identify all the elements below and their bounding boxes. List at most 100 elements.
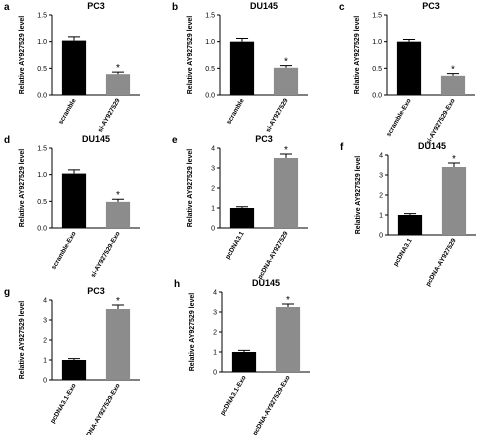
- y-tick-label: 4: [211, 146, 215, 153]
- bar: [61, 360, 87, 380]
- y-tick-label: 1: [213, 350, 217, 357]
- chart-title: PC3: [87, 286, 105, 296]
- x-tick-label: pcDNA3.1-Exo: [49, 382, 77, 424]
- y-axis-label: Relative AY927529 level: [19, 301, 26, 380]
- bar: [397, 215, 423, 235]
- y-tick-label: 0: [379, 233, 383, 240]
- y-tick-label: 1.0: [37, 39, 47, 46]
- x-tick-label: si-AY927529-Exo: [425, 97, 457, 145]
- y-tick-label: 1.5: [37, 13, 47, 20]
- bar: [229, 208, 255, 228]
- y-tick-label: 3: [379, 173, 383, 180]
- y-tick-label: 0.5: [372, 66, 382, 73]
- y-axis-label: Relative AY927529 level: [187, 149, 194, 228]
- bar: [229, 41, 255, 95]
- significance-label: *: [284, 57, 288, 68]
- y-tick-label: 0: [211, 226, 215, 233]
- x-tick-label: scramble-Exo: [50, 230, 77, 270]
- bar: [61, 173, 87, 228]
- y-axis-label: Relative AY927529 level: [19, 16, 26, 95]
- error-bar: [67, 36, 81, 41]
- x-tick-label: si-AY927529: [265, 97, 290, 133]
- y-tick-label: 1: [43, 358, 47, 365]
- chart-title: DU145: [418, 141, 446, 151]
- error-bar: [279, 153, 293, 158]
- error-bar: [281, 303, 295, 307]
- y-tick-label: 2: [43, 338, 47, 345]
- error-bar: [67, 169, 81, 174]
- error-bar: [111, 198, 125, 202]
- y-axis-label: Relative AY927529 level: [189, 293, 196, 372]
- chart-title: PC3: [422, 1, 440, 11]
- y-tick-label: 0.5: [37, 199, 47, 206]
- bar: [273, 158, 299, 228]
- significance-label: *: [451, 65, 455, 76]
- chart-title: DU145: [250, 1, 278, 11]
- significance-label: *: [116, 296, 120, 307]
- y-tick-label: 2: [213, 330, 217, 337]
- x-tick-label: si-AY927529: [97, 97, 122, 133]
- y-tick-label: 0: [43, 378, 47, 385]
- y-tick-label: 3: [211, 166, 215, 173]
- panel-letter: f: [340, 142, 344, 153]
- y-tick-label: 1.0: [37, 172, 47, 179]
- y-tick-label: 1.5: [37, 146, 47, 153]
- y-tick-label: 3: [43, 318, 47, 325]
- x-tick-label: si-AY927529-Exo: [90, 230, 122, 278]
- x-tick-label: pcDNA3.1-Exo: [219, 374, 247, 416]
- y-tick-label: 1.0: [205, 39, 215, 46]
- x-tick-label: pcDNA3.1: [392, 237, 414, 267]
- x-tick-label: scramble: [225, 97, 246, 126]
- error-bar: [446, 73, 460, 76]
- y-tick-label: 1: [211, 206, 215, 213]
- y-tick-label: 0.0: [37, 226, 47, 233]
- bar: [61, 40, 87, 95]
- panel-letter: d: [4, 135, 10, 146]
- chart-title: DU145: [252, 278, 280, 288]
- x-tick-label: pcDNA-AY927529: [257, 230, 290, 281]
- x-tick-label: pcDNA3.1: [224, 230, 246, 260]
- significance-label: *: [286, 295, 290, 306]
- y-tick-label: 0.0: [37, 93, 47, 100]
- y-axis-label: Relative AY927529 level: [19, 149, 26, 228]
- chart-title: PC3: [255, 134, 273, 144]
- x-tick-label: pcDNA-AY927529-Exo: [252, 374, 292, 435]
- error-bar: [279, 65, 293, 68]
- y-tick-label: 0.0: [372, 93, 382, 100]
- error-bar: [403, 213, 417, 215]
- y-tick-label: 1: [379, 213, 383, 220]
- error-bar: [402, 39, 416, 42]
- error-bar: [237, 349, 251, 352]
- y-tick-label: 1.0: [372, 39, 382, 46]
- error-bar: [111, 304, 125, 309]
- y-tick-label: 4: [379, 153, 383, 160]
- bar: [105, 74, 131, 95]
- bar: [231, 352, 257, 372]
- x-tick-label: pcDNA-AY927529: [425, 237, 458, 288]
- y-tick-label: 3: [213, 310, 217, 317]
- y-tick-label: 1.5: [205, 13, 215, 20]
- bar: [273, 67, 299, 95]
- y-tick-label: 0.5: [205, 66, 215, 73]
- error-bar: [67, 358, 81, 360]
- panel-letter: e: [172, 135, 178, 146]
- x-tick-label: scramble: [57, 97, 78, 126]
- chart-title: PC3: [87, 1, 105, 11]
- significance-label: *: [452, 154, 456, 165]
- chart-title: DU145: [82, 134, 110, 144]
- y-tick-label: 4: [213, 290, 217, 297]
- bar: [440, 75, 466, 95]
- y-tick-label: 0.5: [37, 66, 47, 73]
- error-bar: [111, 71, 125, 75]
- bar: [275, 307, 301, 372]
- bar: [441, 167, 467, 235]
- y-tick-label: 1.5: [372, 13, 382, 20]
- y-axis-label: Relative AY927529 level: [355, 156, 362, 235]
- panel-letter: a: [4, 2, 10, 13]
- bar: [105, 201, 131, 228]
- error-bar: [447, 162, 461, 167]
- x-tick-label: pcDNA-AY927529-Exo: [82, 382, 122, 435]
- y-tick-label: 2: [379, 193, 383, 200]
- error-bar: [235, 206, 249, 208]
